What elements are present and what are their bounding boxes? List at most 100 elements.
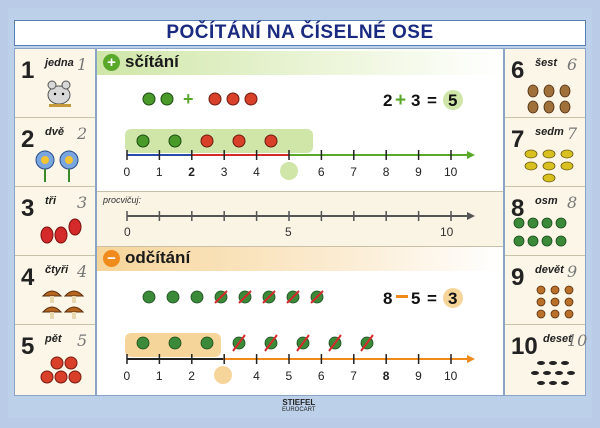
- addition-tick-label-6: 6: [318, 165, 325, 179]
- number-cell-2: 2 dvě 2: [15, 118, 95, 187]
- subtraction-trees-row: [142, 290, 324, 304]
- number-cell-8: 8 osm 8: [505, 187, 585, 256]
- subtraction-tick-label-9: 9: [415, 369, 422, 383]
- number-cell-1: 1 jedna 1: [15, 49, 95, 118]
- right-number-column: 6 šest 6 7 sedm 7 8 osm 8: [504, 48, 588, 396]
- brand-name: STIEFEL: [282, 398, 316, 407]
- number-cell-3: 3 tři 3: [15, 187, 95, 256]
- handwritten-digit: 2: [77, 124, 88, 143]
- handwritten-digit: 4: [77, 262, 88, 281]
- digit: 3: [21, 195, 35, 222]
- number-word: tři: [45, 195, 56, 207]
- subtraction-header: − odčítání: [97, 247, 503, 271]
- number-word: dvě: [45, 126, 64, 138]
- apple-icon: [40, 356, 82, 384]
- addition-tick-label-1: 1: [156, 165, 163, 179]
- practice-label: procvičuj:: [103, 195, 142, 205]
- addition-tick-label-3: 3: [221, 165, 228, 179]
- digit: 7: [511, 126, 525, 153]
- handwritten-digit: 8: [567, 193, 578, 212]
- squirrel-icon: [536, 285, 574, 319]
- digit: 4: [21, 264, 35, 291]
- practice-tick-label-5: 5: [285, 225, 292, 239]
- mushroom-icon: [41, 290, 85, 319]
- subtraction-eq-result: 3: [448, 289, 457, 308]
- addition-eq-b: 3: [411, 91, 420, 110]
- number-word: pět: [45, 333, 62, 345]
- number-cell-4: 4 čtyři 4: [15, 256, 95, 325]
- addition-tick-label-7: 7: [350, 165, 357, 179]
- number-cell-5: 5 pět 5: [15, 325, 95, 394]
- mouse-icon: [47, 80, 71, 107]
- addition-eq-a: 2: [383, 91, 392, 110]
- handwritten-digit: 1: [77, 55, 88, 74]
- number-word: šest: [535, 57, 558, 69]
- addition-tick-label-0: 0: [124, 165, 131, 179]
- minus-sign-icon: [396, 295, 408, 298]
- digit: 6: [511, 57, 525, 84]
- digit: 10: [511, 333, 538, 360]
- number-word: jedna: [45, 57, 74, 69]
- plus-icon: +: [103, 54, 120, 71]
- practice-tick-label-0: 0: [124, 225, 131, 239]
- number-word: osm: [535, 195, 558, 207]
- number-cell-7: 7 sedm 7: [505, 118, 585, 187]
- addition-eq-equals: =: [427, 91, 437, 110]
- addition-eq-result: 5: [448, 91, 457, 110]
- fish-icon: [524, 149, 574, 183]
- subtraction-diagram: 8 5 = 3 012345678910: [124, 288, 475, 384]
- title-text: POČÍTÁNÍ NA ČÍSELNÉ OSE: [166, 22, 434, 43]
- handwritten-digit: 7: [567, 124, 578, 143]
- practice-axis: 0 5 10: [124, 211, 475, 239]
- addition-diagram: + 2 + 3 = 5 012345678910: [124, 89, 475, 180]
- brand-logo: STIEFEL EUROCART: [282, 398, 316, 413]
- subtraction-header-text: odčítání: [125, 248, 191, 267]
- number-cell-10: 10 deset 10: [505, 325, 588, 394]
- svg-text:+: +: [183, 89, 194, 109]
- subtraction-tick-label-6: 6: [318, 369, 325, 383]
- handwritten-digit: 9: [567, 262, 578, 281]
- subtraction-tick-label-1: 1: [156, 369, 163, 383]
- subtraction-tick-label-0: 0: [124, 369, 131, 383]
- left-number-column: 1 jedna 1 2 dvě 2 3 tři 3 4 čtyři 4: [14, 48, 96, 396]
- subtraction-tick-label-7: 7: [350, 369, 357, 383]
- number-word: čtyři: [45, 264, 69, 276]
- practice-section: procvičuj: 0 5 10: [97, 191, 503, 247]
- subtraction-eq-equals: =: [427, 289, 437, 308]
- subtraction-eq-b: 5: [411, 289, 420, 308]
- subtraction-tick-label-2: 2: [188, 369, 195, 383]
- digit: 9: [511, 264, 525, 291]
- strawberry-icon: [40, 218, 82, 244]
- addition-highlight-band: [125, 129, 313, 153]
- addition-tick-label-9: 9: [415, 165, 422, 179]
- addition-tick-label-2: 2: [188, 165, 195, 179]
- addition-header: + sčítání: [97, 51, 503, 75]
- digit: 2: [21, 126, 35, 153]
- addition-tick-label-8: 8: [383, 165, 390, 179]
- addition-tick-label-10: 10: [444, 165, 458, 179]
- digit: 5: [21, 333, 35, 360]
- footer: STIEFEL EUROCART: [14, 396, 586, 418]
- handwritten-digit: 10: [567, 331, 588, 350]
- rabbit-icon: [527, 84, 571, 114]
- practice-tick-label-10: 10: [440, 225, 454, 239]
- addition-tick-label-4: 4: [253, 165, 260, 179]
- ant-icon: [531, 361, 575, 385]
- digit: 8: [511, 195, 525, 222]
- number-word: devět: [535, 264, 564, 276]
- digit: 1: [21, 57, 35, 84]
- brand-sub: EUROCART: [282, 407, 316, 413]
- poster-title: POČÍTÁNÍ NA ČÍSELNÉ OSE: [14, 20, 586, 46]
- subtraction-tick-label-5: 5: [286, 369, 293, 383]
- subtraction-tick-label-8: 8: [383, 369, 390, 383]
- addition-axis-ticks: 012345678910: [124, 150, 458, 179]
- flower-icon: [35, 150, 79, 182]
- handwritten-digit: 5: [77, 331, 88, 350]
- tree-icon: [513, 217, 567, 247]
- addition-header-text: sčítání: [125, 52, 179, 71]
- number-cell-9: 9 devět 9: [505, 256, 585, 325]
- center-panel: + sčítání + 2 + 3 = 5 012345678910: [96, 48, 504, 396]
- addition-apples-row: +: [142, 89, 258, 109]
- number-word: deset: [543, 333, 572, 345]
- subtraction-axis-ticks: 012345678910: [124, 354, 458, 383]
